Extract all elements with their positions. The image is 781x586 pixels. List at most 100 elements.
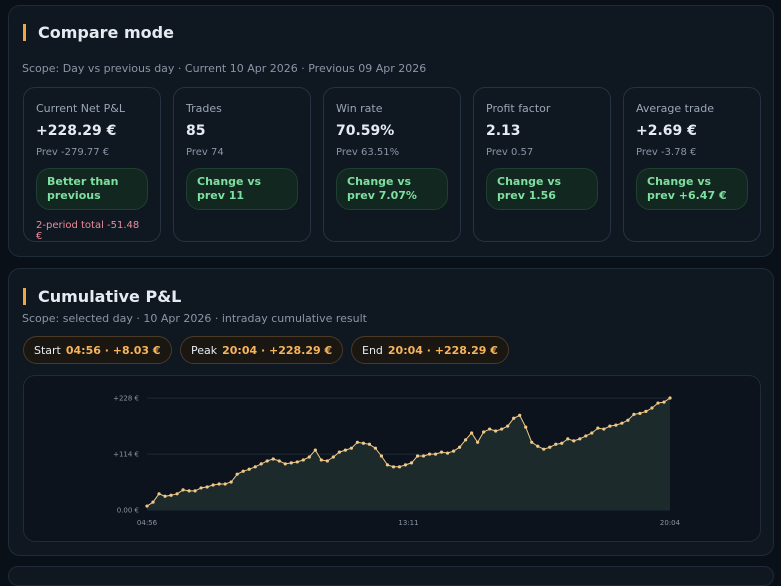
metric-card: Profit factor 2.13 Prev 0.57 Change vs prev… — [473, 87, 611, 242]
card-label: Profit factor — [486, 102, 551, 115]
point — [590, 431, 594, 435]
area — [147, 398, 670, 510]
point — [518, 413, 522, 417]
point — [319, 458, 323, 462]
point — [193, 489, 197, 493]
card-prev: Prev 63.51% — [336, 147, 400, 158]
point — [644, 409, 648, 413]
page: Compare mode Scope: Day vs previous day … — [8, 5, 774, 586]
pill: End 20:04 · +228.29 € — [351, 336, 509, 364]
badge: Change vs prev 7.07% — [336, 168, 448, 210]
point — [151, 500, 155, 504]
card-label: Average trade — [636, 102, 714, 115]
x-tick-label: 13:11 — [398, 519, 418, 527]
pill-value: 20:04 · +228.29 € — [387, 344, 498, 357]
card-value: 70.59% — [336, 123, 395, 139]
point — [488, 427, 492, 431]
point — [301, 458, 305, 462]
point — [379, 454, 384, 458]
point — [572, 439, 576, 443]
point — [157, 492, 161, 496]
point — [187, 489, 191, 493]
point — [656, 401, 660, 405]
card-value: +228.29 € — [36, 123, 117, 139]
pill-label: Peak — [191, 344, 218, 357]
pill-value: 20:04 · +228.29 € — [222, 344, 333, 357]
badge: Better than previous — [36, 168, 148, 210]
point — [596, 426, 600, 430]
point — [289, 461, 293, 465]
point — [175, 492, 179, 496]
point — [169, 493, 173, 497]
point — [464, 438, 468, 442]
badge: Change vs prev +6.47 € — [636, 168, 748, 210]
point — [476, 440, 480, 444]
point — [295, 460, 299, 464]
point — [247, 467, 251, 471]
point — [512, 416, 516, 420]
point — [349, 446, 353, 450]
point — [415, 454, 420, 458]
point — [566, 437, 570, 441]
point — [470, 431, 474, 435]
pill-label: End — [362, 344, 383, 357]
badge-wrap: Change vs prev 7.07% — [336, 158, 448, 210]
card-note: 2-period total -51.48 € — [36, 220, 140, 242]
point — [229, 480, 233, 484]
badge-wrap: Change vs prev 1.56 — [486, 158, 598, 210]
scope: Scope: Day vs previous day · Current 10 … — [22, 62, 427, 75]
point — [560, 441, 564, 445]
point — [205, 485, 209, 489]
metric-card: Win rate 70.59% Prev 63.51% Change vs prev … — [323, 87, 461, 242]
point — [331, 455, 335, 459]
point — [650, 406, 654, 410]
section-title: Compare mode — [23, 24, 174, 41]
line — [146, 397, 671, 507]
point — [259, 462, 263, 466]
point — [662, 400, 666, 404]
card-label: Current Net P&L — [36, 102, 125, 115]
point — [343, 448, 347, 452]
point — [506, 424, 510, 428]
point — [211, 483, 215, 487]
point — [626, 418, 630, 422]
point — [620, 421, 624, 425]
point — [145, 504, 149, 508]
pill: Start 04:56 · +8.03 € — [23, 336, 172, 364]
point — [421, 454, 426, 458]
point — [397, 465, 402, 469]
point — [235, 472, 239, 476]
point — [199, 486, 203, 490]
point — [373, 446, 378, 450]
point — [409, 461, 414, 465]
scope: Scope: selected day · 10 Apr 2026 · intr… — [22, 312, 367, 325]
point — [337, 450, 341, 454]
metric-card: Average trade +2.69 € Prev -3.78 € Change v… — [623, 87, 761, 242]
point — [632, 412, 636, 416]
badge-wrap: Better than previous — [36, 158, 148, 210]
point — [542, 447, 546, 451]
card-value: 2.13 — [486, 123, 521, 139]
pill: Peak 20:04 · +228.29 € — [180, 336, 344, 364]
section-title: Cumulative P&L — [23, 288, 181, 305]
point — [638, 411, 642, 415]
badge: Change vs prev 1.56 — [486, 168, 598, 210]
point — [163, 494, 167, 498]
chart-box: 0.00 € +114 € +228 € 04:56 13:11 20:04 — [23, 375, 761, 542]
point — [223, 482, 227, 486]
point — [536, 444, 540, 448]
point — [500, 427, 504, 431]
point — [427, 452, 432, 456]
point — [530, 440, 534, 444]
point — [241, 469, 245, 473]
point — [355, 440, 360, 444]
chart: 0.00 € +114 € +228 € 04:56 13:11 20:04 — [113, 395, 681, 527]
badge-wrap: Change vs prev 11 — [186, 158, 298, 210]
card-value: +2.69 € — [636, 123, 697, 139]
point — [391, 465, 396, 469]
point — [602, 427, 606, 431]
point — [457, 445, 462, 449]
card-prev: Prev -3.78 € — [636, 147, 697, 158]
point — [283, 462, 287, 466]
point — [385, 463, 390, 467]
